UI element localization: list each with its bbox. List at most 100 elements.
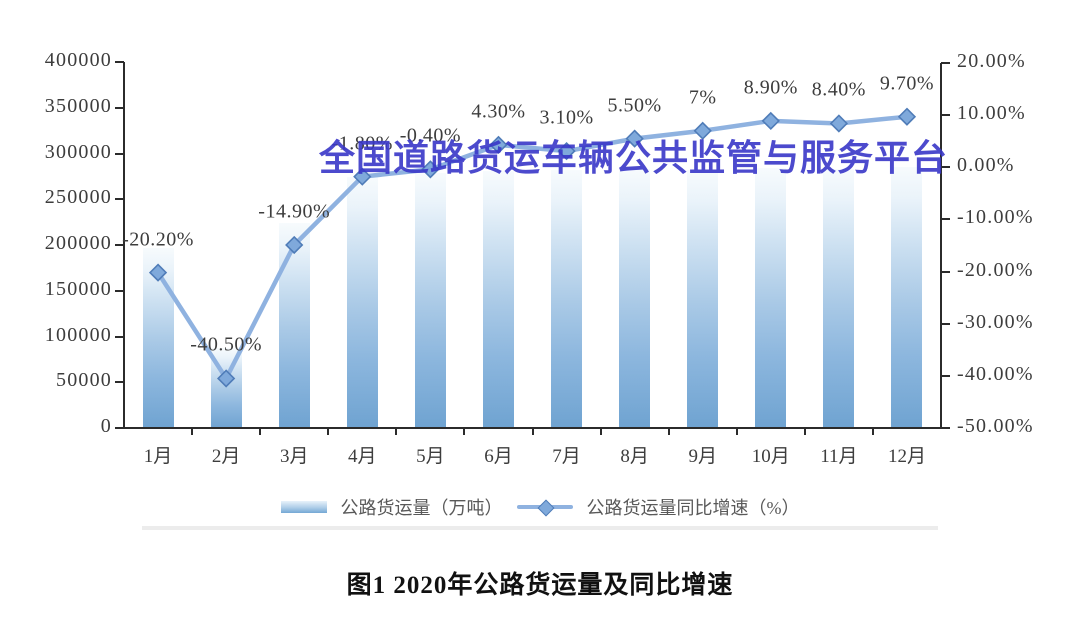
freight-volume-bar — [346, 177, 378, 428]
x-axis-month-label: 2月 — [211, 446, 241, 467]
left-axis-tick-label: 350000 — [44, 94, 112, 117]
x-axis-tick — [871, 428, 874, 435]
x-axis-month-label: 12月 — [887, 446, 926, 467]
x-axis-month-label: 9月 — [688, 446, 717, 467]
left-axis-tick-label: 100000 — [44, 323, 112, 346]
left-axis-tick — [115, 244, 124, 246]
legend-line-label: 公路货运量同比增速（%） — [586, 498, 800, 518]
freight-volume-bar — [823, 169, 855, 428]
growth-data-label: -40.50% — [190, 333, 263, 356]
left-axis-tick — [115, 289, 124, 292]
growth-marker-diamond — [625, 129, 644, 148]
left-axis-tick-label: 250000 — [44, 186, 112, 209]
x-axis-month-label: 6月 — [484, 446, 513, 467]
growth-marker-diamond — [557, 141, 576, 161]
left-axis-tick — [115, 427, 124, 429]
left-axis-tick — [115, 106, 124, 109]
growth-data-label: -20.20% — [122, 228, 194, 251]
growth-marker-diamond — [829, 114, 849, 133]
right-axis-tick — [941, 166, 950, 169]
left-axis-tick-label: 400000 — [44, 49, 112, 71]
legend: 公路货运量（万吨） 公路货运量同比增速（%） — [0, 494, 1080, 520]
x-axis-tick — [191, 428, 194, 435]
left-axis-tick-label: 200000 — [44, 232, 112, 254]
right-axis-tick-label: 10.00% — [957, 102, 1026, 125]
legend-bar-swatch — [280, 501, 327, 513]
x-axis-tick — [735, 428, 738, 435]
freight-volume-bar — [687, 169, 719, 428]
x-axis-tick — [803, 428, 806, 435]
x-axis-month-label: 1月 — [143, 446, 173, 467]
freight-volume-bar — [482, 170, 514, 428]
x-axis-tick — [463, 428, 466, 435]
x-axis-tick — [327, 428, 330, 435]
growth-marker-diamond — [421, 160, 440, 179]
freight-volume-bar — [278, 223, 310, 428]
right-axis-tick-label: -40.00% — [957, 362, 1034, 385]
growth-data-label: -0.40% — [399, 124, 462, 147]
left-axis-tick-label: 300000 — [44, 140, 112, 163]
freight-volume-bar — [891, 167, 923, 428]
left-axis-tick-label: 0 — [100, 415, 112, 437]
x-axis-tick — [259, 428, 262, 435]
growth-marker-diamond — [353, 167, 372, 186]
growth-marker-diamond — [216, 369, 236, 388]
right-axis-line — [940, 63, 942, 428]
x-axis-tick — [599, 428, 602, 435]
growth-data-label: 5.50% — [607, 94, 662, 117]
right-axis-tick — [941, 374, 950, 377]
left-axis-line — [123, 62, 125, 428]
growth-data-label: 8.40% — [811, 78, 866, 101]
legend-line-swatch — [516, 499, 573, 517]
x-axis-month-label: 8月 — [620, 446, 649, 467]
x-axis-month-label: 11月 — [820, 446, 858, 467]
right-axis-tick-label: -30.00% — [957, 310, 1034, 333]
right-axis-tick-label: 20.00% — [957, 50, 1026, 72]
right-axis-tick — [941, 427, 950, 429]
growth-marker-diamond — [148, 263, 168, 282]
left-axis-tick — [115, 61, 124, 63]
growth-data-label: 9.70% — [879, 72, 935, 95]
right-axis-tick — [941, 270, 950, 273]
growth-line — [155, 114, 910, 381]
x-axis-tick — [667, 428, 670, 435]
x-axis-month-label: 10月 — [751, 446, 790, 467]
right-axis-tick — [941, 322, 950, 325]
right-axis-tick — [941, 218, 950, 221]
growth-marker-diamond — [897, 107, 917, 126]
right-axis-tick-label: -20.00% — [957, 258, 1034, 281]
growth-data-label: 7% — [688, 86, 717, 109]
right-axis-tick — [941, 62, 950, 64]
left-axis-tick-label: 50000 — [56, 369, 112, 392]
left-axis-tick — [115, 152, 124, 155]
right-axis-tick-label: -10.00% — [957, 206, 1034, 229]
x-axis-month-label: 3月 — [279, 446, 309, 467]
x-axis-tick — [531, 428, 534, 435]
legend-bar-label: 公路货运量（万吨） — [340, 498, 503, 518]
growth-marker-diamond — [285, 235, 304, 255]
right-axis-tick-label: -50.00% — [957, 415, 1034, 437]
growth-marker-diamond — [693, 121, 712, 140]
growth-data-label: 3.10% — [539, 106, 594, 129]
x-axis-month-label: 7月 — [552, 446, 581, 467]
freight-volume-bar — [414, 172, 446, 428]
left-axis-tick — [115, 335, 124, 338]
figure-caption: 图1 2020年公路货运量及同比增速 — [346, 572, 734, 599]
growth-data-label: 4.30% — [471, 100, 526, 123]
growth-data-label: -14.90% — [258, 200, 331, 223]
left-axis-tick — [115, 381, 124, 384]
left-axis-tick-label: 150000 — [44, 277, 112, 300]
growth-data-label: -1.80% — [331, 132, 393, 155]
x-axis-month-label: 5月 — [416, 446, 445, 467]
freight-volume-bar — [619, 169, 651, 428]
growth-marker-diamond — [489, 135, 508, 154]
freight-volume-bar — [551, 169, 583, 428]
growth-data-label: 8.90% — [743, 76, 798, 99]
x-axis-tick — [395, 428, 398, 435]
growth-marker-diamond — [761, 111, 780, 131]
watermark-text: 全国道路货运车辆公共监管与服务平台 — [319, 137, 949, 178]
freight-volume-bar — [755, 168, 787, 428]
right-axis-tick — [941, 114, 950, 117]
